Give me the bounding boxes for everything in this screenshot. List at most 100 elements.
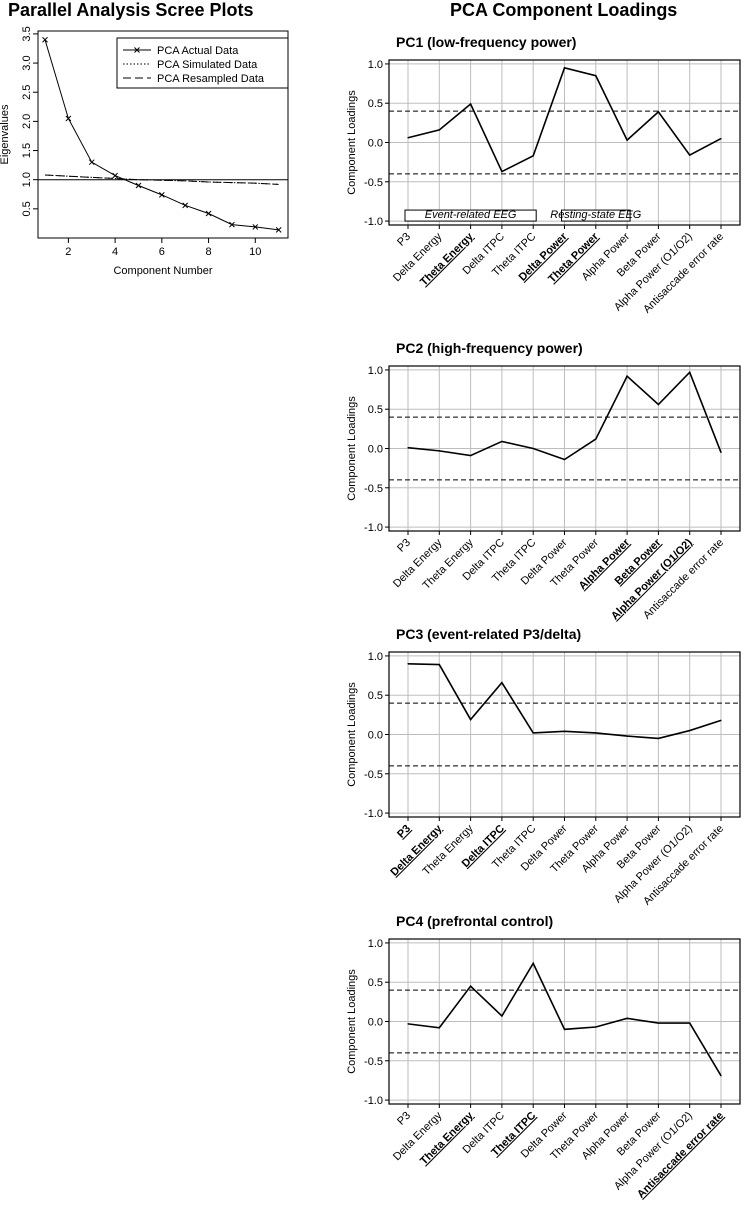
loadings-data-point	[689, 729, 691, 732]
loadings-y-tick-label: -0.5	[364, 177, 383, 189]
scree-y-tick-label: 1.5	[21, 143, 33, 158]
loadings-data-point	[563, 730, 566, 732]
loadings-y-axis-label: Component Loadings	[346, 396, 358, 501]
loadings-x-tick-label: P3	[395, 537, 413, 555]
loadings-data-point	[595, 438, 597, 440]
loadings-y-tick-label: -0.5	[364, 483, 383, 495]
scree-legend-label: PCA Resampled Data	[157, 73, 265, 85]
loadings-y-tick-label: 0.0	[368, 730, 383, 742]
scree-point	[158, 191, 165, 198]
loadings-data-point	[657, 111, 660, 113]
loadings-data-point	[689, 1022, 691, 1024]
loadings-data-point	[501, 682, 503, 684]
loadings-y-tick-label: 0.5	[368, 977, 383, 989]
loadings-data-point	[407, 663, 409, 665]
loadings-y-tick-label: 0.5	[368, 690, 383, 702]
loadings-y-tick-label: 0.0	[368, 1017, 383, 1029]
loadings-data-point	[532, 962, 534, 964]
loadings-data-point	[595, 1026, 597, 1028]
loadings-y-tick-label: -1.0	[364, 216, 383, 228]
loadings-y-tick-label: 1.0	[368, 59, 383, 71]
loadings-data-point	[657, 1022, 660, 1024]
loadings-data-point	[720, 719, 722, 721]
scree-point	[42, 36, 48, 43]
loadings-data-point	[689, 154, 691, 156]
loadings-group-label: Resting-state EEG	[550, 209, 642, 221]
scree-x-tick-label: 6	[159, 246, 165, 258]
loadings-data-point	[407, 1023, 409, 1025]
loadings-data-point	[595, 75, 597, 77]
loadings-data-point	[563, 458, 566, 461]
scree-legend-box	[116, 37, 289, 89]
scree-point	[112, 172, 118, 179]
loadings-data-point	[626, 735, 628, 737]
scree-point	[252, 224, 259, 230]
loadings-x-tick-label: P3	[395, 1110, 413, 1128]
loadings-data-point	[438, 663, 440, 666]
scree-y-tick-label: 2.0	[21, 114, 33, 129]
scree-heading: Parallel Analysis Scree Plots	[8, 0, 254, 20]
scree-plot-frame	[37, 30, 289, 239]
loadings-data-point	[438, 450, 440, 452]
scree-y-tick-label: 3.0	[21, 55, 33, 70]
scree-point	[88, 159, 95, 166]
loadings-data-point	[720, 451, 722, 454]
loadings-y-tick-label: 0.5	[368, 98, 383, 110]
loadings-y-tick-label: -0.5	[364, 1056, 383, 1068]
loadings-data-point	[532, 447, 534, 450]
loadings-data-point	[626, 1017, 628, 1019]
loadings-y-tick-label: 1.0	[368, 938, 383, 950]
loadings-data-point	[501, 170, 503, 173]
scree-point	[182, 202, 189, 209]
scree-point	[65, 115, 72, 122]
loadings-y-tick-label: -1.0	[364, 1095, 383, 1107]
loadings-data-point	[470, 103, 472, 105]
scree-x-axis-label: Component Number	[113, 265, 212, 277]
scree-point	[205, 210, 212, 217]
loadings-data-point	[563, 1028, 566, 1030]
loadings-panel-title: PC1 (low-frequency power)	[396, 34, 576, 50]
scree-x-tick-label: 10	[249, 246, 261, 258]
loadings-y-axis-label: Component Loadings	[346, 969, 358, 1074]
loadings-data-point	[657, 403, 660, 406]
loadings-data-point	[657, 737, 660, 740]
scree-x-tick-label: 4	[112, 246, 118, 258]
loadings-x-tick-label: P3	[395, 823, 413, 841]
loadings-panel-title: PC2 (high-frequency power)	[396, 340, 583, 356]
loadings-y-axis-label: Component Loadings	[346, 90, 358, 195]
loadings-y-tick-label: -1.0	[364, 522, 383, 534]
loadings-data-point	[470, 718, 472, 721]
loadings-data-point	[501, 440, 503, 443]
loadings-group-label: Event-related EEG	[425, 209, 517, 221]
scree-legend-marker	[134, 47, 140, 53]
loadings-y-tick-label: 1.0	[368, 651, 383, 663]
loadings-y-tick-label: -1.0	[364, 808, 383, 820]
scree-x-tick-label: 2	[65, 246, 71, 258]
scree-point	[229, 221, 235, 228]
loadings-panel-title: PC4 (prefrontal control)	[396, 913, 553, 929]
loadings-x-tick-label: P3	[395, 231, 413, 249]
loadings-data-point	[626, 375, 628, 377]
loadings-heading: PCA Component Loadings	[450, 0, 678, 20]
loadings-group-box	[561, 209, 631, 222]
loadings-data-point	[438, 1027, 440, 1029]
scree-point	[275, 226, 282, 233]
loadings-data-point	[563, 67, 566, 69]
scree-point	[135, 182, 142, 189]
loadings-data-point	[470, 985, 472, 987]
loadings-y-tick-label: 0.0	[368, 138, 383, 150]
loadings-data-point	[626, 139, 628, 141]
loadings-data-point	[407, 447, 409, 449]
loadings-data-point	[407, 137, 409, 139]
loadings-data-point	[470, 454, 472, 457]
loadings-y-tick-label: -0.5	[364, 769, 383, 781]
loadings-data-point	[595, 732, 597, 734]
scree-y-axis-label: Eigenvalues	[0, 104, 11, 164]
loadings-group-box	[404, 209, 537, 222]
loadings-data-point	[501, 1015, 503, 1017]
scree-y-tick-label: 0.5	[21, 201, 33, 216]
scree-legend-label: PCA Actual Data	[157, 45, 239, 57]
loadings-data-point	[532, 155, 534, 157]
